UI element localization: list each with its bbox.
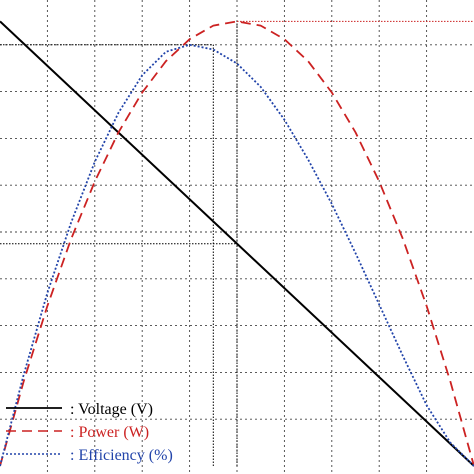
legend: : Voltage (V) : Power (W) : Efficiency (%) bbox=[6, 401, 173, 464]
series-line-2 bbox=[0, 20, 474, 467]
series-group bbox=[0, 20, 474, 467]
series-line-1 bbox=[0, 20, 474, 467]
legend-label: : Voltage (V) bbox=[70, 401, 153, 418]
legend-label: : Power (W) bbox=[70, 424, 149, 441]
legend-label: : Efficiency (%) bbox=[70, 447, 173, 464]
